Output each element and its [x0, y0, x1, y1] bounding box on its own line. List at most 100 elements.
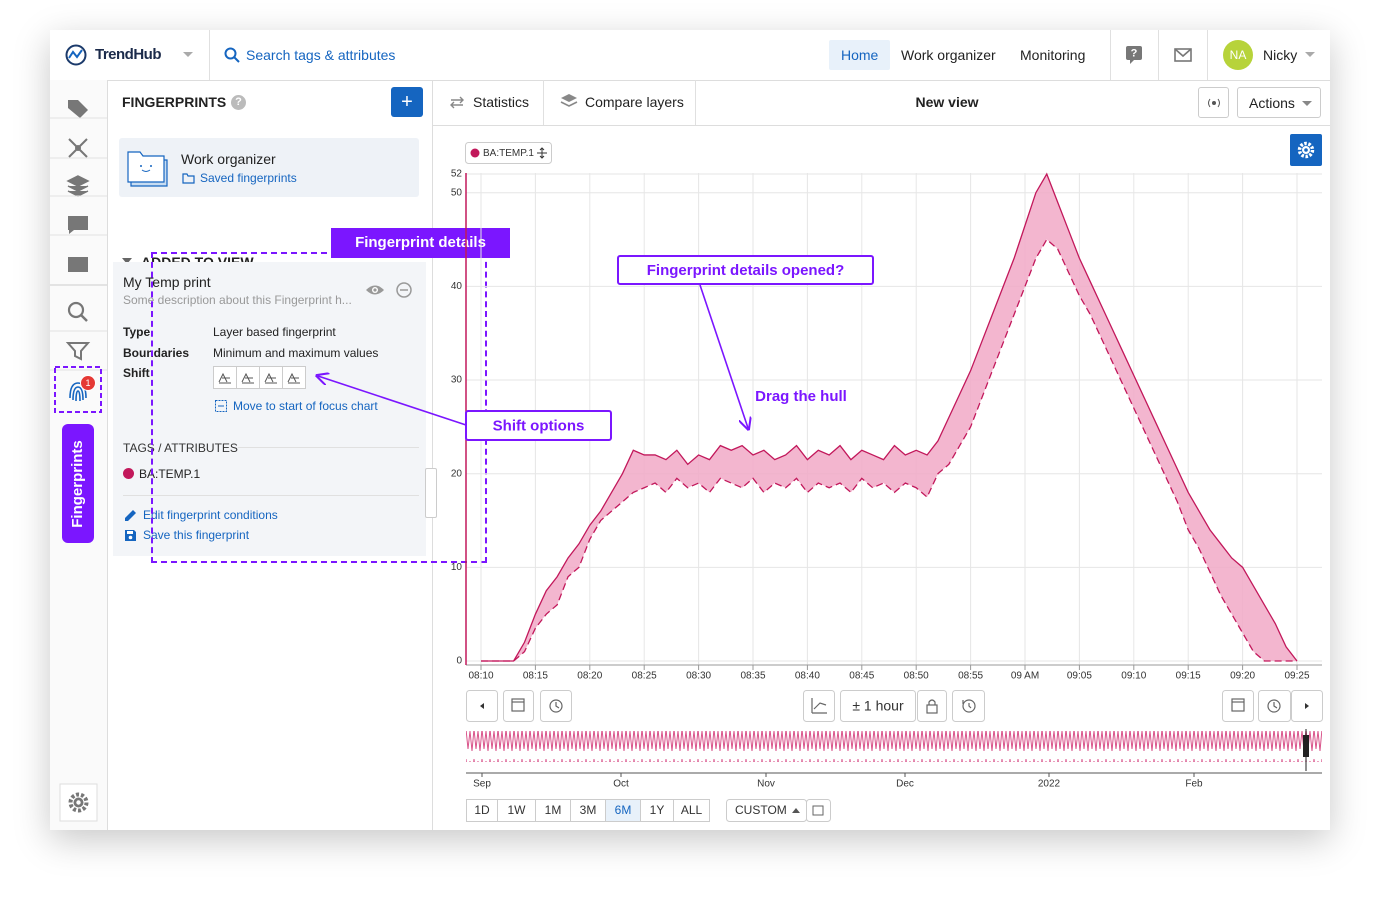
statistics-icon [449, 96, 465, 109]
highlight-box [55, 367, 101, 412]
time-controls: ± 1 hour [467, 691, 1323, 722]
folder-title: Work organizer [181, 151, 276, 167]
folder-card[interactable]: Work organizer Saved fingerprints [119, 138, 419, 197]
x-tick-label: 08:35 [740, 671, 765, 682]
actions-label: Actions [1249, 95, 1295, 111]
x-tick-label: 08:25 [632, 671, 657, 682]
navigator-label: Nov [757, 779, 775, 790]
folder-small-icon [182, 173, 195, 184]
legend-label: BA:TEMP.1 [483, 148, 534, 159]
y-tick-label: 0 [456, 656, 462, 667]
x-tick-label: 08:55 [958, 671, 983, 682]
y-tick-label: 50 [451, 187, 463, 198]
x-tick-label: 08:50 [904, 671, 929, 682]
settings-icon [1304, 148, 1308, 152]
y-tick-label: 10 [451, 562, 463, 573]
x-tick-label: 08:30 [686, 671, 711, 682]
layers-icon [560, 93, 578, 110]
search-icon[interactable] [69, 303, 87, 321]
divider [1207, 30, 1208, 80]
logo-icon [65, 44, 87, 66]
calendar-button[interactable] [504, 691, 534, 722]
tab-label: Fingerprints [70, 440, 86, 528]
x-tick-label: 09:20 [1230, 671, 1255, 682]
x-tick-label: 08:10 [468, 671, 493, 682]
fingerprints-tab[interactable]: Fingerprints [62, 424, 94, 543]
range-label: 6M [615, 803, 632, 817]
chart-button[interactable] [804, 691, 835, 722]
layers-icon[interactable] [68, 176, 88, 196]
x-tick-label: 09:05 [1067, 671, 1092, 682]
filter-icon[interactable] [68, 343, 88, 359]
folder-link[interactable]: Saved fingerprints [200, 170, 297, 186]
app-window: TrendHub Search tags & attributes Home Wo… [50, 30, 1330, 830]
view-title: New view [897, 94, 997, 110]
top-bar: TrendHub Search tags & attributes Home Wo… [50, 30, 1330, 81]
svg-text:?: ? [1131, 47, 1138, 59]
navigator-label: Oct [613, 779, 629, 790]
toolbar: Statistics Compare layers New view Actio… [432, 80, 1330, 126]
caret [1302, 100, 1312, 107]
hull-area [481, 174, 1297, 661]
divider [1158, 30, 1159, 80]
badge: 1 [80, 375, 96, 391]
dashboard-icon[interactable] [68, 257, 88, 272]
divider [543, 80, 544, 125]
x-tick-label: 08:40 [795, 671, 820, 682]
x-tick-label: 09:15 [1176, 671, 1201, 682]
navigator-label: Feb [1185, 779, 1203, 790]
y-tick-label: 30 [451, 375, 463, 386]
user-name[interactable]: Nicky [1263, 47, 1297, 63]
avatar[interactable]: NA [1223, 40, 1253, 70]
custom-icon-button[interactable] [807, 800, 831, 822]
range-label: 1D [474, 803, 490, 817]
tag-dot [123, 468, 134, 479]
brand: TrendHub [95, 47, 161, 63]
hull-max-line [481, 174, 1297, 661]
nav-item[interactable]: Monitoring [1020, 40, 1085, 70]
y-tick-label: 52 [451, 169, 463, 180]
y-tick-label: 20 [451, 468, 463, 479]
tools-icon[interactable] [69, 139, 87, 157]
lock-button[interactable] [918, 691, 947, 722]
zoom-label: ± 1 hour [852, 698, 904, 714]
comment-icon[interactable] [68, 216, 88, 234]
help-icon[interactable]: ? [231, 95, 246, 110]
range-label: 1W [508, 803, 527, 817]
divider [1110, 30, 1111, 80]
tag-icon[interactable] [68, 100, 88, 118]
calendar-button[interactable] [1223, 691, 1254, 722]
custom-label: CUSTOM [735, 803, 787, 817]
range-label: ALL [681, 803, 703, 817]
live-button[interactable] [1198, 87, 1229, 118]
mail-icon[interactable] [1174, 48, 1192, 62]
x-tick-label: 08:20 [577, 671, 602, 682]
compare-tab[interactable]: Compare layers [585, 94, 684, 110]
range-label: 1M [545, 803, 562, 817]
chart: BA:TEMP.1 010203040505208:1008:1508:2008… [432, 125, 1330, 830]
field-label: Type [123, 324, 150, 340]
help-icon[interactable]: ? [1126, 46, 1142, 64]
legend-swatch [471, 149, 480, 158]
edit-icon [124, 509, 137, 522]
add-button[interactable]: + [391, 87, 423, 117]
x-tick-label: 09:25 [1284, 671, 1309, 682]
x-tick-label: 09:10 [1121, 671, 1146, 682]
nav-item[interactable]: Home [829, 40, 890, 70]
y-tick-label: 40 [451, 281, 463, 292]
live-icon [1206, 97, 1222, 109]
caret[interactable] [183, 51, 193, 59]
x-tick-label: 08:45 [849, 671, 874, 682]
divider [209, 30, 210, 80]
nav-item[interactable]: Work organizer [901, 40, 996, 70]
actions-button[interactable]: Actions [1237, 87, 1321, 118]
divider [695, 80, 696, 125]
navigator-label: Sep [473, 779, 491, 790]
search-icon [224, 47, 240, 63]
range-label: 1Y [650, 803, 665, 817]
search[interactable]: Search tags & attributes [246, 47, 395, 63]
statistics-tab[interactable]: Statistics [473, 94, 529, 110]
caret[interactable] [1305, 51, 1315, 59]
x-tick-label: 09 AM [1011, 671, 1039, 682]
